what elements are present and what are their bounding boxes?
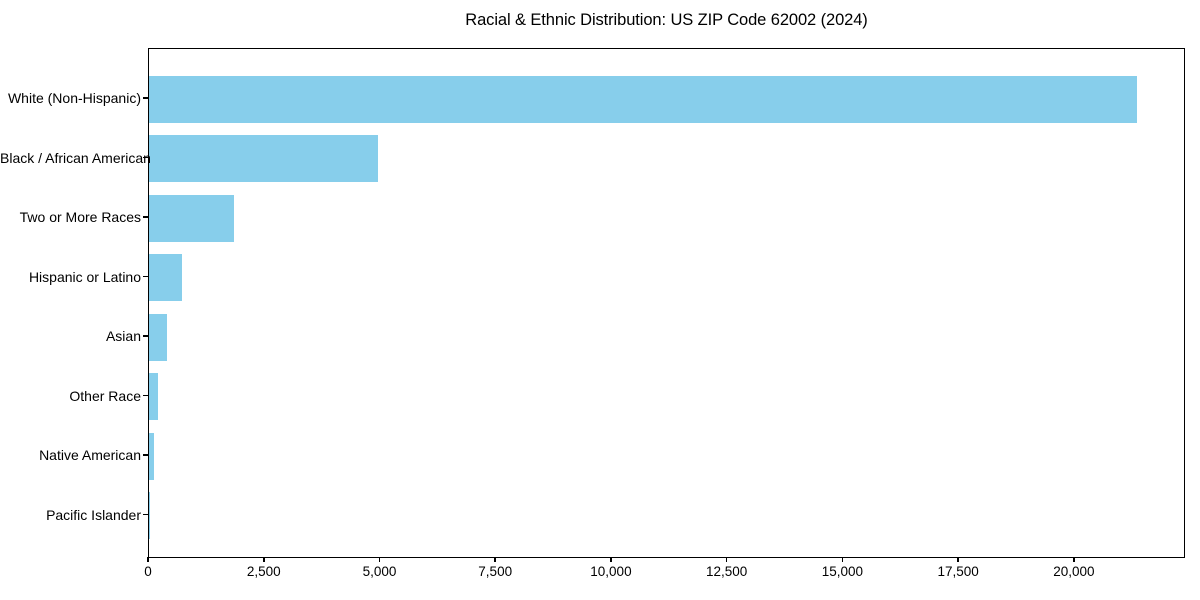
x-tick-label: 7,500	[478, 564, 513, 579]
x-tick-mark	[957, 557, 959, 562]
x-tick-label: 0	[144, 564, 152, 579]
x-tick-label: 17,500	[937, 564, 979, 579]
x-tick-label: 20,000	[1053, 564, 1095, 579]
bar-two-or-more-races	[149, 194, 234, 242]
bar-other-race	[149, 373, 158, 420]
bar-hispanic-or-latino	[149, 254, 183, 301]
y-tick-mark	[143, 216, 148, 218]
y-tick-label: Other Race	[69, 387, 141, 404]
plot-area	[148, 48, 1185, 558]
y-tick-mark	[143, 394, 148, 397]
y-tick-mark	[143, 513, 148, 516]
x-tick-mark	[147, 557, 149, 562]
x-tick-label: 15,000	[821, 564, 864, 579]
y-tick-mark	[143, 335, 148, 337]
y-tick-label: Black / African American	[0, 149, 151, 166]
y-tick-mark	[143, 454, 148, 456]
x-tick-label: 2,500	[246, 564, 281, 579]
y-tick-label: Hispanic or Latino	[28, 268, 141, 285]
x-tick-mark	[725, 557, 728, 562]
x-tick-mark	[1073, 557, 1075, 562]
chart-title: Racial & Ethnic Distribution: US ZIP Cod…	[465, 11, 868, 29]
bar-black-african-american	[149, 135, 378, 182]
x-tick-mark	[841, 557, 844, 562]
x-tick-mark	[494, 557, 496, 562]
y-tick-mark	[143, 156, 148, 159]
x-tick-mark	[262, 557, 265, 562]
x-tick-label: 5,000	[362, 564, 397, 579]
x-tick-mark	[378, 557, 381, 562]
x-tick-label: 12,500	[706, 564, 748, 579]
y-tick-label: Two or More Races	[19, 209, 141, 225]
bar-white-non-hispanic	[149, 75, 1137, 123]
x-tick-label: 10,000	[590, 564, 632, 579]
x-tick-mark	[610, 557, 612, 562]
y-tick-mark	[143, 275, 148, 278]
bar-asian	[149, 313, 168, 361]
y-tick-mark	[143, 97, 148, 99]
y-tick-label: Native American	[39, 447, 141, 463]
y-tick-label: Asian	[105, 328, 141, 344]
bar-native-american	[149, 432, 155, 480]
y-tick-label: White (Non-Hispanic)	[7, 90, 141, 106]
y-tick-label: Pacific Islander	[46, 506, 141, 523]
